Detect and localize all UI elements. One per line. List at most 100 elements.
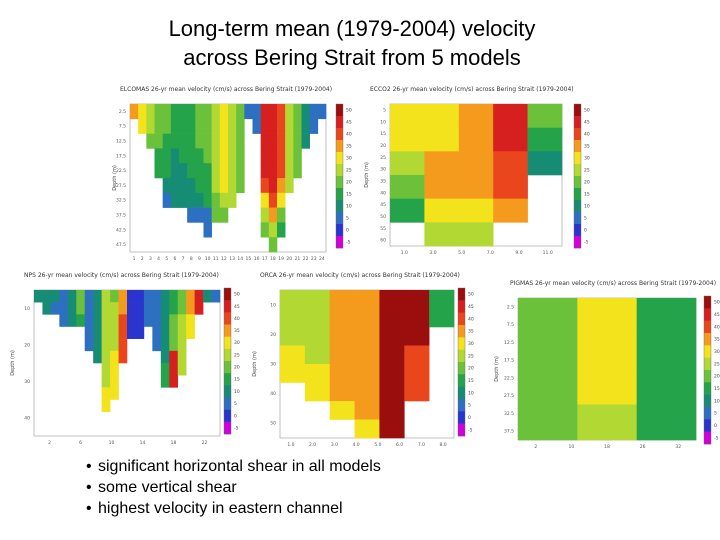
y-tick-label: 2.5 [507,304,514,310]
heatmap-cell [186,326,195,339]
heatmap-cell [268,192,278,208]
colorbar-tick-label: 5 [584,216,587,222]
x-tick-label: 10 [205,256,211,262]
heatmap-cell [309,118,319,134]
x-tick-label: 32 [675,444,681,450]
heatmap-cell [154,104,163,120]
heatmap-cell [493,104,528,128]
heatmap-cell [187,192,196,208]
heatmap-cell [236,178,245,194]
heatmap-cell [458,222,494,247]
heatmap-cell [135,326,145,339]
heatmap-cell [304,327,331,346]
heatmap-cell [268,118,278,134]
heatmap-cell [424,151,460,176]
heatmap-cell [329,327,355,346]
heatmap-cell [170,118,180,134]
x-tick-label: 4 [157,256,160,262]
heatmap-cell [518,298,578,334]
x-tick-label: 7.0 [418,442,425,448]
heatmap-cell [162,163,172,179]
heatmap-cell [93,290,102,303]
heatmap-cell [93,350,102,364]
colorbar-swatch [458,386,465,400]
y-tick-label: 55 [380,226,386,232]
heatmap-cell [93,338,102,352]
y-tick-label: 2.5 [119,109,126,115]
heatmap-cell [177,350,187,364]
heatmap-cell [228,133,237,149]
heatmap-cell [304,364,331,383]
colorbar-swatch [574,224,581,237]
colorbar-frame [223,287,232,435]
colorbar-tick-label: 5 [468,403,471,409]
x-tick-label: 18 [604,444,610,450]
colorbar-tick-label: 5 [346,216,349,222]
heatmap-cell [101,350,111,364]
colorbar-tick-label: 50 [468,292,474,298]
heatmap-cell [50,290,60,303]
colorbar-tick-label: 0 [468,415,471,421]
y-tick-label: 12.5 [116,139,126,145]
heatmap-cell [110,302,119,315]
heatmap-cell [67,302,77,315]
x-tick-label: 24 [319,256,325,262]
y-tick-label: 40 [380,190,386,196]
colorbar-swatch [574,188,581,201]
y-axis-label: Depth (m) [364,162,370,188]
colorbar-tick-label: 30 [584,156,590,162]
heatmap-cell [203,104,212,120]
colorbar-swatch [458,399,465,412]
heatmap-cell [228,118,237,134]
heatmap-cell [203,178,212,194]
heatmap-cell [179,178,188,194]
heatmap-cell [219,178,229,194]
heatmap-cell [162,178,172,194]
heatmap-cell [138,118,147,134]
colorbar-swatch [704,320,711,334]
x-tick-label: 5.0 [374,442,381,448]
y-tick-label: 37.5 [116,213,126,219]
heatmap-cell [160,338,170,352]
heatmap-cell [211,207,221,223]
heatmap-cell [458,198,494,223]
heatmap-cell [179,118,188,134]
heatmap-cell [179,163,188,179]
heatmap-cell [211,192,221,208]
heatmap-cell [268,222,278,238]
heatmap-cell [329,308,355,328]
heatmap-cell [404,364,430,383]
y-tick-label: 12.5 [504,340,514,346]
heatmap-cell [260,207,270,223]
heatmap-cell [228,163,237,179]
heatmap-cell [304,382,331,402]
heatmap-cell [101,363,111,376]
heatmap-cell [118,302,128,315]
x-tick-label: 8 [190,256,193,262]
heatmap-cell [228,148,237,164]
heatmap-cell [84,314,94,327]
heatmap-cell [118,350,128,364]
heatmap-cell [252,118,261,134]
heatmap-cell [187,104,196,120]
heatmap-cell [179,104,188,120]
y-tick-label: 60 [380,238,386,244]
heatmap-cell [379,419,405,439]
heatmap-cell [170,178,180,194]
x-tick-label: 21 [295,256,301,262]
heatmap-cell [67,290,77,303]
heatmap-cell [101,399,111,412]
y-tick-label: 15 [380,131,386,137]
heatmap-cell [170,148,180,164]
heatmap-cell [211,118,221,134]
x-tick-label: 1.0 [401,250,408,256]
heatmap-cell [404,382,430,402]
heatmap-cell [329,345,355,365]
heatmap-cell [203,207,212,223]
colorbar-tick-label: 10 [346,204,352,210]
heatmap-cell [195,178,204,194]
panel-ecco2-title: ECCO2 26-yr mean velocity (cm/s) across … [370,86,574,93]
panel-orca: ORCA 26-yr mean velocity (cm/s) across B… [248,272,488,450]
